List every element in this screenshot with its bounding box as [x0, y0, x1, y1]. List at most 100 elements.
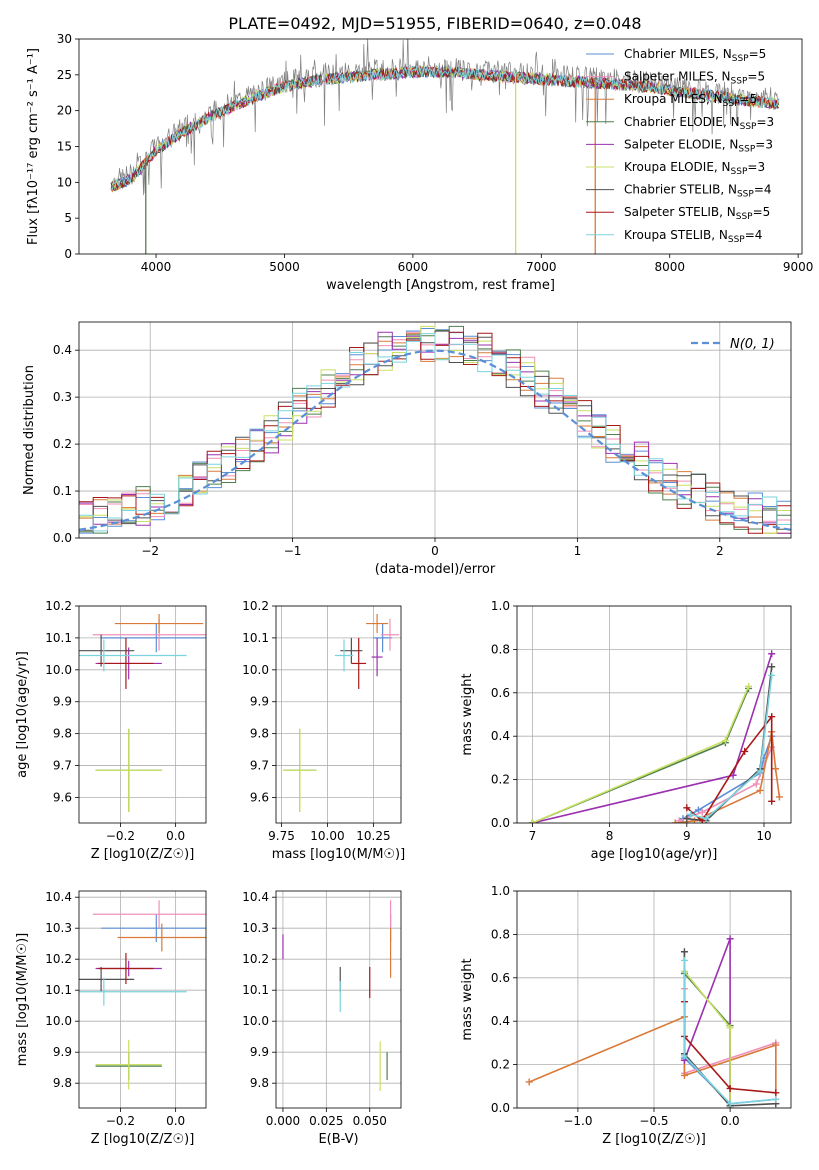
weight-marker [680, 1052, 688, 1060]
y-tick-label: 10.2 [242, 952, 269, 966]
y-tick-label: 20 [57, 104, 72, 118]
legend-subscript: SSP [731, 77, 748, 87]
y-tick-label: 0.2 [53, 437, 72, 451]
weight-line-9 [683, 960, 776, 1105]
weight-marker [528, 819, 536, 823]
legend-count: =3 [756, 115, 774, 129]
x-tick-label: −0.5 [639, 1114, 668, 1128]
legend-subscript: SSP [736, 212, 753, 222]
y-tick-label: 10.2 [242, 599, 269, 613]
x-axis-label: wavelength [Angstrom, rest frame] [326, 278, 555, 293]
x-tick-label: 10.00 [310, 829, 344, 843]
weight-line-6 [532, 685, 750, 823]
legend-count: =4 [745, 228, 763, 242]
y-tick-label: 30 [57, 32, 72, 46]
y-tick-label: 9.7 [250, 759, 269, 773]
weight-marker [698, 817, 706, 823]
plot-area [110, 39, 780, 254]
spectrum-model-line-9 [110, 65, 780, 190]
y-tick-label: 10.2 [45, 599, 72, 613]
x-tick-label: 0.025 [309, 1114, 343, 1128]
weight-marker [683, 804, 691, 812]
legend-label-8: Salpeter STELIB, NSSP=5 [624, 205, 770, 222]
legend-label-text: Salpeter ELODIE, N [624, 137, 738, 151]
y-tick-label: 1.0 [491, 884, 510, 898]
y-tick-label: 0.8 [491, 642, 510, 656]
axes-frame [78, 321, 792, 539]
y-axis-label: Flux [fλ10⁻¹⁷ erg cm⁻² s⁻¹ A⁻¹] [26, 48, 41, 245]
x-tick-label: −1.0 [563, 1114, 592, 1128]
legend-subscript: SSP [731, 167, 748, 177]
weight-line-4 [532, 688, 750, 823]
weight-marker [772, 1095, 780, 1103]
legend-subscript: SSP [728, 235, 745, 245]
plot-area [79, 900, 206, 1090]
y-tick-label: 10.3 [242, 921, 269, 935]
axes-frame [78, 890, 207, 1109]
legend-label-text: Kroupa MILES, N [624, 92, 723, 106]
chart-residuals: −2 −1 0 1 2 0.0 0.1 0.2 0.3 0.4 (data-model)/error… [22, 321, 792, 577]
y-tick-label: 10.4 [242, 890, 269, 904]
x-axis-label: mass [log10(M/M☉)] [272, 847, 405, 862]
x-tick-label: −2 [141, 544, 159, 558]
y-axis-label: Normed distribution [22, 365, 37, 495]
weight-marker [680, 1071, 688, 1079]
y-tick-label: 9.8 [53, 727, 72, 741]
x-tick-label: 0 [431, 544, 439, 558]
legend-label-text: Kroupa STELIB, N [624, 228, 728, 242]
y-axis-label: mass [log10(M/M☉)] [15, 933, 30, 1066]
y-tick-label: 0.6 [491, 686, 510, 700]
legend-normal-label: N(0, 1) [730, 337, 775, 352]
y-tick-label: 0 [64, 247, 72, 261]
legend-count: =5 [740, 92, 758, 106]
legend-label-3: Kroupa MILES, NSSP=5 [624, 92, 757, 109]
x-tick-label: −1 [284, 544, 302, 558]
weight-line-4 [683, 972, 731, 1106]
legend-label-6: Kroupa ELODIE, NSSP=3 [624, 160, 765, 177]
axes-frame [275, 890, 402, 1109]
x-tick-label: 4000 [141, 260, 172, 274]
y-axis-label: mass weight [460, 958, 475, 1040]
plot-area [528, 650, 783, 823]
axes-frame [78, 38, 803, 255]
legend-count: =5 [749, 47, 767, 61]
x-tick-label: 2 [716, 544, 724, 558]
legend-subscript: SSP [723, 99, 740, 109]
plot-area [282, 900, 392, 1091]
y-tick-label: 10.1 [242, 983, 269, 997]
legend-label-text: Kroupa ELODIE, N [624, 160, 731, 174]
x-tick-label: 9000 [783, 260, 814, 274]
x-tick-label: 7 [529, 829, 537, 843]
weight-marker [768, 713, 776, 721]
y-tick-label: 0.4 [491, 729, 510, 743]
legend-count: =3 [755, 137, 773, 151]
weight-marker [691, 817, 699, 823]
legend-subscript: SSP [737, 190, 754, 200]
weight-marker [768, 650, 776, 658]
weight-line-3 [528, 1015, 777, 1104]
weight-marker [768, 663, 776, 671]
y-tick-label: 10.1 [45, 983, 72, 997]
y-tick-label: 10.3 [45, 921, 72, 935]
y-tick-label: 10.4 [45, 890, 72, 904]
weight-marker [768, 797, 776, 805]
y-tick-label: 9.9 [53, 1045, 72, 1059]
y-tick-label: 10.1 [242, 631, 269, 645]
y-tick-label: 1.0 [491, 599, 510, 613]
weight-marker [772, 1041, 780, 1049]
y-tick-label: 0.0 [491, 1101, 510, 1115]
axes-frame [516, 890, 792, 1109]
axes-frame [78, 605, 207, 824]
y-tick-label: 5 [64, 211, 72, 225]
plot-area [283, 613, 400, 812]
legend-label-text: Chabrier MILES, N [624, 47, 732, 61]
y-tick-label: 9.9 [250, 1045, 269, 1059]
x-tick-label: 9.75 [268, 829, 295, 843]
chart-weight_vs_Z: −1.0 −0.5 0.0 0.0 0.2 0.4 0.6 0.8 1.0 Z [log10(Z/… [460, 884, 792, 1147]
weight-marker [683, 815, 691, 823]
weight-marker [525, 1078, 533, 1086]
x-tick-label: 0.050 [353, 1114, 387, 1128]
weight-marker [694, 806, 702, 814]
y-tick-label: 9.8 [250, 727, 269, 741]
x-tick-label: 9 [683, 829, 691, 843]
